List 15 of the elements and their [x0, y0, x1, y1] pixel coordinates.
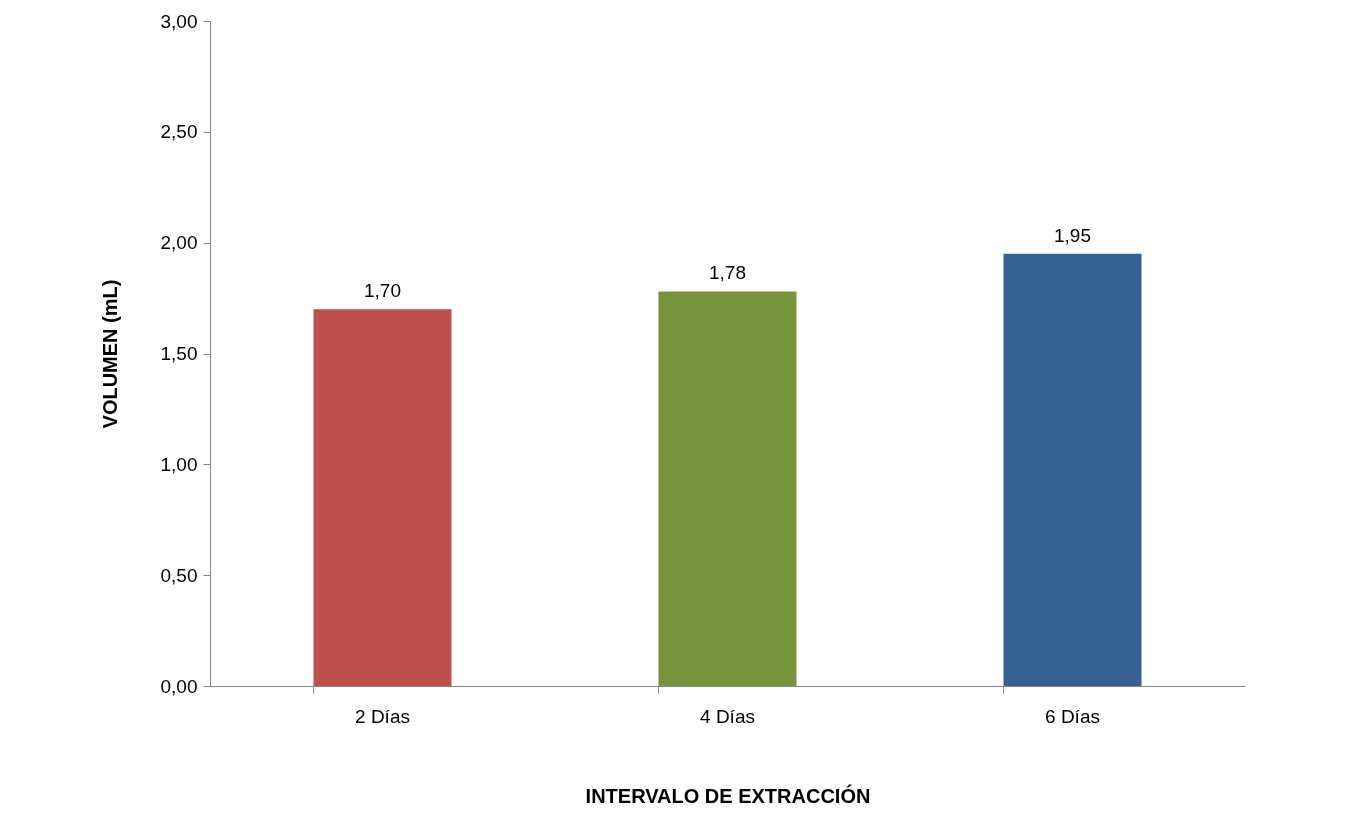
data-label: 1,78 [709, 262, 746, 284]
y-axis-title: VOLUMEN (mL) [98, 279, 121, 429]
y-tick-label: 1,00 [160, 453, 198, 475]
y-tick-label: 0,50 [160, 564, 198, 586]
x-axis-title: INTERVALO DE EXTRACCIÓN [585, 783, 871, 807]
y-tick-label: 1,50 [160, 343, 198, 364]
x-tick-label: 2 Días [355, 705, 410, 727]
y-tick-label: 2,50 [160, 121, 198, 143]
data-label: 1,70 [364, 280, 401, 302]
y-tick-label: 0,00 [160, 675, 198, 697]
y-tick-label: 2,00 [160, 232, 198, 254]
y-tick-label: 3,00 [160, 10, 198, 32]
x-tick-label: 4 Días [700, 705, 755, 727]
data-label: 1,95 [1054, 224, 1091, 246]
x-tick-label: 6 Días [1045, 705, 1100, 727]
